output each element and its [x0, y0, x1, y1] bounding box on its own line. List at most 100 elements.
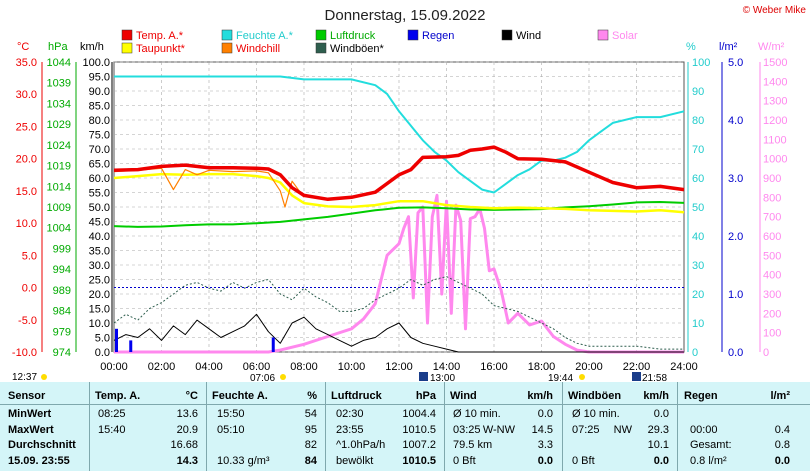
- temp-value: 13.6: [176, 408, 198, 420]
- chart-title: Donnerstag, 15.09.2022: [325, 7, 486, 24]
- humidity-axis-label: 10: [692, 318, 704, 330]
- header-wind: Wind: [450, 390, 477, 402]
- pressure-time: ^1.0hPa/h: [336, 439, 386, 451]
- rain-bar: [271, 337, 275, 352]
- pressure-value: 1004.4: [402, 408, 436, 420]
- x-tick-label: 12:00: [385, 361, 413, 373]
- pressure-value: 1007.2: [402, 439, 436, 451]
- legend-swatch: [597, 29, 609, 41]
- unit-wind: km/h: [80, 41, 104, 53]
- humidity-value: 95: [304, 423, 317, 436]
- pressure-axis-label: 1039: [47, 78, 71, 90]
- gust-value: 10.1: [647, 439, 669, 451]
- header-rain-unit: l/m²: [770, 390, 790, 402]
- solar-axis-label: 300: [763, 289, 781, 301]
- pressure-axis-label: 1024: [47, 140, 71, 152]
- humidity-time: 05:10: [217, 423, 245, 436]
- pressure-axis-label: 1044: [47, 57, 71, 69]
- legend-label: Windchill: [236, 43, 280, 55]
- noon-icon: [419, 372, 428, 381]
- series-line-tempa: [113, 145, 685, 202]
- wind-value: 0.0: [537, 408, 553, 420]
- legend-swatch: [121, 29, 133, 41]
- wind-axis-label: 0.0: [95, 347, 110, 359]
- solar-axis-label: 1500: [763, 57, 787, 69]
- legend-label: Windböen*: [330, 43, 385, 55]
- wind-axis-label: 75.0: [89, 130, 110, 142]
- gust-time: 0 Bft: [572, 454, 595, 467]
- series-line-feuchtea: [114, 75, 685, 194]
- table-divider: [562, 382, 563, 471]
- statistics-table: Sensor Temp. A. °C Feuchte A.% Luftdruck hPa W…: [0, 382, 810, 471]
- wind-axis-label: 100.0: [82, 57, 110, 69]
- humidity-axis-label: 90: [692, 86, 704, 98]
- solar-axis-label: 100: [763, 328, 781, 340]
- gust-time: 07:25: [572, 423, 600, 436]
- rain-axis-label: 4.0: [728, 115, 743, 127]
- rain-bar: [115, 328, 118, 352]
- temp-axis-label: -5.0: [18, 315, 37, 327]
- rain-axis-label: 1.0: [728, 289, 743, 301]
- temp-time: 15:40: [98, 423, 126, 436]
- wind-axis-label: 10.0: [89, 318, 110, 330]
- wind-axis-label: 40.0: [89, 231, 110, 243]
- temp-axis-label: 20.0: [16, 154, 37, 166]
- gust-time: Ø 10 min.: [572, 408, 620, 420]
- header-humidity: Feuchte A.: [212, 390, 268, 402]
- legend-label: Feuchte A.*: [236, 30, 294, 42]
- legend-swatch: [121, 42, 133, 54]
- solar-axis-label: 1300: [763, 96, 787, 108]
- pressure-time: 02:30: [336, 408, 364, 420]
- unit-temp: °C: [17, 41, 29, 53]
- legend-label: Solar: [612, 30, 638, 42]
- x-tick-label: 04:00: [195, 361, 223, 373]
- pressure-axis-label: 1004: [47, 223, 71, 235]
- table-divider: [444, 382, 445, 471]
- pressure-time: bewölkt: [336, 454, 374, 467]
- solar-axis-label: 600: [763, 231, 781, 243]
- wind-value: 3.3: [537, 439, 553, 451]
- row-label: Durchschnitt: [8, 439, 76, 451]
- x-tick-label: 00:00: [100, 361, 128, 373]
- temp-axis-label: 10.0: [16, 218, 37, 230]
- wind-axis-label: 5.0: [95, 333, 110, 345]
- pressure-value: 1010.5: [402, 423, 436, 436]
- legend-label: Temp. A.*: [136, 30, 184, 42]
- rain-bar: [129, 340, 133, 352]
- temp-value: 14.3: [176, 454, 198, 467]
- solar-axis-label: 1400: [763, 76, 787, 88]
- gust-value: 29.3: [647, 423, 669, 436]
- wind-axis-label: 20.0: [89, 289, 110, 301]
- rain-info: Gesamt:: [690, 439, 732, 451]
- header-wind-unit: km/h: [527, 390, 553, 402]
- humidity-axis-label: 100: [692, 57, 710, 69]
- wind-time: 03:25: [453, 423, 481, 436]
- solar-axis-label: 1200: [763, 115, 787, 127]
- wind-axis-label: 30.0: [89, 260, 110, 272]
- wind-axis-label: 55.0: [89, 188, 110, 200]
- series-line-luftdruck: [113, 201, 685, 228]
- wind-direction: W-NW: [482, 423, 515, 436]
- humidity-axis-label: 0: [692, 347, 698, 359]
- x-tick-label: 08:00: [290, 361, 318, 373]
- header-sensor: Sensor: [8, 390, 46, 402]
- moonset-time: 21:58: [642, 373, 667, 382]
- temp-value: 20.9: [176, 423, 198, 436]
- rain-axis-label: 3.0: [728, 173, 743, 185]
- legend-label: Wind: [516, 30, 541, 42]
- humidity-time: 10.33 g/m³: [217, 454, 270, 467]
- wind-axis-label: 35.0: [89, 246, 110, 258]
- wind-axis-label: 70.0: [89, 144, 110, 156]
- solar-axis-label: 200: [763, 308, 781, 320]
- series-layer: [113, 75, 685, 354]
- wind-axis-label: 45.0: [89, 217, 110, 229]
- pressure-axis-label: 984: [53, 306, 71, 318]
- table-divider: [325, 382, 326, 471]
- wind-value: 14.5: [531, 423, 553, 436]
- wind-time: 79.5 km: [453, 439, 493, 451]
- moonrise-time: 12:37: [12, 372, 37, 382]
- x-tick-label: 16:00: [480, 361, 508, 373]
- row-label: MaxWert: [8, 423, 54, 436]
- humidity-axis-label: 30: [692, 260, 704, 272]
- pressure-axis-label: 1014: [47, 181, 71, 193]
